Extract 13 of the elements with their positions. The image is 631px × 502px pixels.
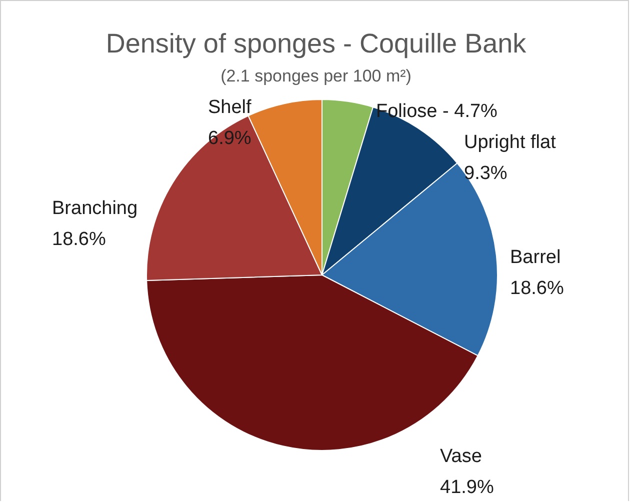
slice-label: Branching [52, 198, 138, 220]
slice-label: Vase [440, 446, 482, 468]
slice-label: Upright flat [464, 132, 557, 154]
data-label: 6.9% [208, 128, 252, 150]
data-label: 41.9% [440, 477, 494, 498]
chart-title: Density of sponges - Coquille Bank [106, 28, 527, 58]
data-label: 9.3% [464, 163, 508, 184]
chart-subtitle: (2.1 sponges per 100 m²) [220, 66, 412, 86]
data-label: 18.6% [52, 229, 106, 250]
slice-label: Barrel [510, 247, 561, 268]
slice-label: Foliose - 4.7% [376, 101, 498, 122]
slice-label: Shelf [208, 97, 252, 118]
data-label: 18.6% [510, 278, 564, 300]
